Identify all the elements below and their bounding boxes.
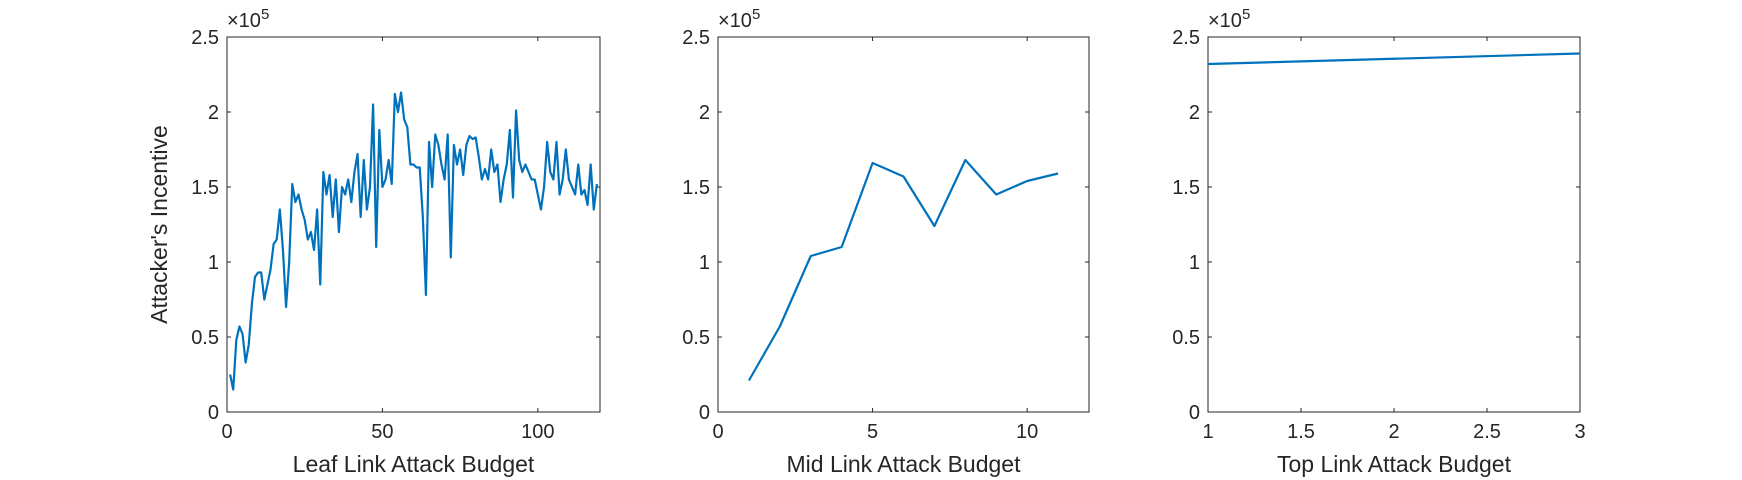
y-tick-label: 2.5 xyxy=(682,27,710,49)
axes-box xyxy=(717,36,1090,413)
x-tick-label: 1.5 xyxy=(1287,421,1315,443)
y-tick-label: 0 xyxy=(699,402,710,424)
y-exponent-label: ×105 xyxy=(227,6,269,32)
x-tick-label: 0 xyxy=(221,421,232,443)
series-line-1 xyxy=(1207,52,1581,66)
x-tick-label: 2.5 xyxy=(1473,421,1501,443)
x-tick-label: 2 xyxy=(1388,421,1399,443)
y-tick-label: 1.5 xyxy=(191,177,219,199)
axes-box xyxy=(1207,36,1581,413)
y-tick-label: 1 xyxy=(699,252,710,274)
y-tick-label: 1.5 xyxy=(682,177,710,199)
y-tick-label: 2 xyxy=(1189,102,1200,124)
x-tick-label: 50 xyxy=(371,421,393,443)
series-line-1 xyxy=(747,158,1059,382)
chart-panel-2: 0 5 10 0 0.5 1 1.5 2 2.5 ×105 Mid Link Attack Budg… xyxy=(682,6,1090,477)
x-axis-label: Leaf Link Attack Budget xyxy=(293,451,535,477)
y-tick-label: 0.5 xyxy=(1172,327,1200,349)
y-tick-label: 2 xyxy=(208,102,219,124)
y-tick-label: 1 xyxy=(208,252,219,274)
x-tick-label: 100 xyxy=(521,421,554,443)
x-tick-label: 10 xyxy=(1016,421,1038,443)
y-tick-label: 1 xyxy=(1189,252,1200,274)
chart-panel-3: 1 1.5 2 2.5 3 0 0.5 1 1.5 2 2.5 ×105 Top Link Attack… xyxy=(1172,6,1585,477)
x-axis-label: Mid Link Attack Budget xyxy=(787,451,1022,477)
y-exponent-label: ×105 xyxy=(718,6,760,32)
x-tick-label: 1 xyxy=(1202,421,1213,443)
y-tick-label: 0.5 xyxy=(191,327,219,349)
chart-panel-1: 0 50 100 0 0.5 1 1.5 2 2.5 ×105 Leaf Link Attack B… xyxy=(146,6,601,477)
y-tick-label: 0 xyxy=(208,402,219,424)
y-axis-label: Attacker's Incentive xyxy=(146,125,172,324)
y-tick-label: 2.5 xyxy=(191,27,219,49)
x-tick-label: 0 xyxy=(712,421,723,443)
axes-box xyxy=(226,36,601,413)
y-tick-label: 2.5 xyxy=(1172,27,1200,49)
x-axis-label: Top Link Attack Budget xyxy=(1277,451,1512,477)
x-tick-label: 3 xyxy=(1574,421,1585,443)
series-line-1 xyxy=(229,91,598,391)
y-exponent-label: ×105 xyxy=(1208,6,1250,32)
y-tick-label: 0 xyxy=(1189,402,1200,424)
y-tick-label: 2 xyxy=(699,102,710,124)
x-tick-label: 5 xyxy=(867,421,878,443)
y-tick-label: 1.5 xyxy=(1172,177,1200,199)
y-tick-label: 0.5 xyxy=(682,327,710,349)
